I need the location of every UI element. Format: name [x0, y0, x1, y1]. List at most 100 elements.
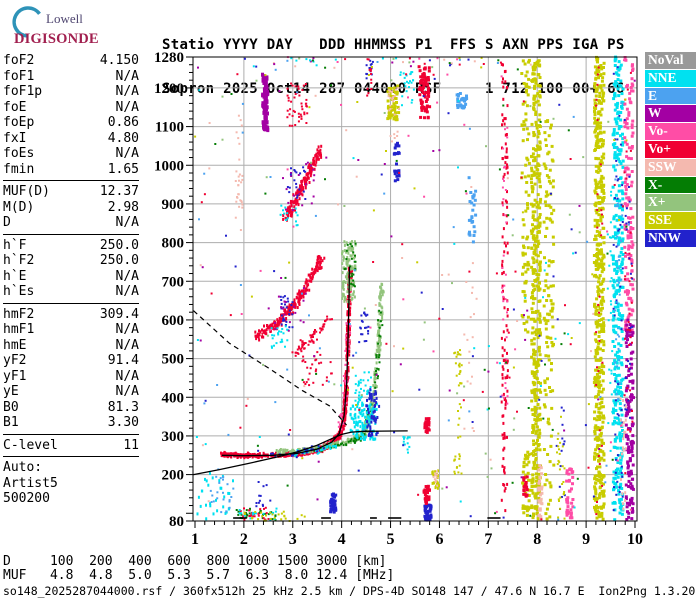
muf-row: MUF 4.8 4.8 5.0 5.3 5.7 6.3 8.0 12.4 [MH… — [3, 568, 395, 583]
param-row: yE N/A — [3, 384, 139, 400]
header-block: Statio YYYY DAY DDD HHMMSS P1 FFS S AXN … — [162, 9, 625, 111]
param-value: N/A — [115, 368, 139, 384]
param-row: fxI 4.80 — [3, 131, 139, 147]
param-row: yF2 91.4 — [3, 353, 139, 369]
legend-item-vo: Vo- — [645, 123, 696, 140]
param-label: hmE — [3, 337, 27, 353]
param-value: N/A — [115, 384, 139, 399]
param-label: foF2 — [3, 53, 35, 68]
param-label: h`F2 — [3, 253, 35, 268]
logo-digisonde-text: DIGISONDE — [14, 31, 99, 47]
param-label: foF1 — [3, 68, 35, 84]
param-row: hmF1 N/A — [3, 322, 139, 338]
param-value: N/A — [115, 146, 139, 161]
param-label: h`F — [3, 237, 27, 253]
separator — [3, 180, 139, 181]
param-label: B1 — [3, 415, 19, 430]
scaled-parameters-panel: foF2 4.150 foF1 N/A foF1p N/A foE N/A foEp 0.86 fx… — [3, 53, 139, 507]
param-label: foEp — [3, 115, 35, 130]
legend-item-w: W — [645, 105, 696, 123]
param-row: fmin 1.65 — [3, 162, 139, 178]
param-row: h`E N/A — [3, 269, 139, 285]
param-row: h`F 250.0 — [3, 238, 139, 254]
param-label: fxI — [3, 130, 27, 146]
autoscaling-info-line: Auto: — [3, 460, 43, 475]
param-value: 309.4 — [99, 306, 139, 322]
param-value: 4.150 — [99, 53, 139, 68]
param-value: N/A — [115, 215, 139, 230]
separator — [3, 233, 139, 235]
param-row: foE N/A — [3, 100, 139, 116]
param-label: yE — [3, 384, 19, 399]
distance-row: D 100 200 400 600 800 1000 1500 3000 [km… — [3, 554, 387, 569]
param-value: 81.3 — [107, 399, 139, 415]
lowell-digisonde-logo: Lowell DIGISONDE — [12, 6, 99, 47]
header-field-values: Sopron 2025 Oct14 287 044000 RSF 1 712 1… — [162, 80, 625, 97]
param-label: C-level — [3, 437, 58, 453]
legend-item-nne: NNE — [645, 69, 696, 87]
param-row: C-level 11 — [3, 438, 139, 454]
param-value: 3.30 — [107, 415, 139, 430]
param-value: N/A — [115, 84, 139, 99]
param-value: 250.0 — [99, 253, 139, 268]
param-value: 4.80 — [107, 130, 139, 146]
header-field-names: Statio YYYY DAY DDD HHMMSS P1 FFS S AXN … — [162, 37, 625, 53]
param-row: hmF2 309.4 — [3, 307, 139, 323]
legend-item-e: E — [645, 87, 696, 105]
param-label: foF1p — [3, 84, 43, 99]
param-row: h`Es N/A — [3, 284, 139, 300]
param-label: h`Es — [3, 284, 35, 299]
param-row: h`F2 250.0 — [3, 253, 139, 269]
separator — [3, 302, 139, 304]
param-row: B0 81.3 — [3, 400, 139, 416]
separator — [3, 456, 139, 457]
param-label: foE — [3, 99, 27, 115]
logo-arc-icon — [12, 6, 41, 38]
param-label: B0 — [3, 399, 19, 415]
param-value: 2.98 — [107, 199, 139, 215]
param-row: B1 3.30 — [3, 415, 139, 431]
param-row: foEs N/A — [3, 146, 139, 162]
param-value: N/A — [115, 68, 139, 84]
param-label: hmF2 — [3, 306, 35, 322]
param-value: N/A — [115, 337, 139, 353]
separator — [3, 433, 139, 435]
param-label: MUF(D) — [3, 184, 50, 199]
param-value: 11 — [123, 437, 139, 453]
logo-lowell-text: Lowell — [46, 11, 83, 26]
param-label: M(D) — [3, 199, 35, 215]
legend-item-ssw: SSW — [645, 158, 696, 176]
param-label: yF2 — [3, 353, 27, 368]
param-value: 1.65 — [107, 161, 139, 177]
param-label: D — [3, 215, 11, 230]
param-value: N/A — [115, 268, 139, 284]
param-value: N/A — [115, 99, 139, 115]
param-label: yF1 — [3, 368, 27, 384]
autoscaling-info-line: Artist5 — [3, 475, 58, 491]
legend-item-x: X- — [645, 176, 696, 194]
param-row: foEp 0.86 — [3, 115, 139, 131]
param-value: 91.4 — [107, 353, 139, 368]
param-label: foEs — [3, 146, 35, 161]
param-row: M(D) 2.98 — [3, 200, 139, 216]
legend-item-noval: NoVal — [645, 52, 696, 69]
param-value: N/A — [115, 284, 139, 299]
param-row: foF1p N/A — [3, 84, 139, 100]
param-label: h`E — [3, 268, 27, 284]
param-value: 250.0 — [99, 237, 139, 253]
legend-item-nnw: NNW — [645, 229, 696, 247]
doppler-direction-legend: NoVal NNE E W Vo- Vo+ SSW X- X+ SSE NNW — [645, 52, 696, 248]
param-row: D N/A — [3, 215, 139, 231]
autoscaling-info-line: 500200 — [3, 491, 50, 506]
param-value: 0.86 — [107, 115, 139, 130]
param-row: foF1 N/A — [3, 69, 139, 85]
param-label: fmin — [3, 161, 35, 177]
status-line: so148_2025287044000.rsf / 360fx512h 25 k… — [3, 584, 696, 598]
param-row: MUF(D) 12.37 — [3, 184, 139, 200]
legend-item-x: X+ — [645, 194, 696, 212]
legend-item-sse: SSE — [645, 212, 696, 229]
legend-item-vo: Vo+ — [645, 140, 696, 158]
param-label: hmF1 — [3, 322, 35, 337]
